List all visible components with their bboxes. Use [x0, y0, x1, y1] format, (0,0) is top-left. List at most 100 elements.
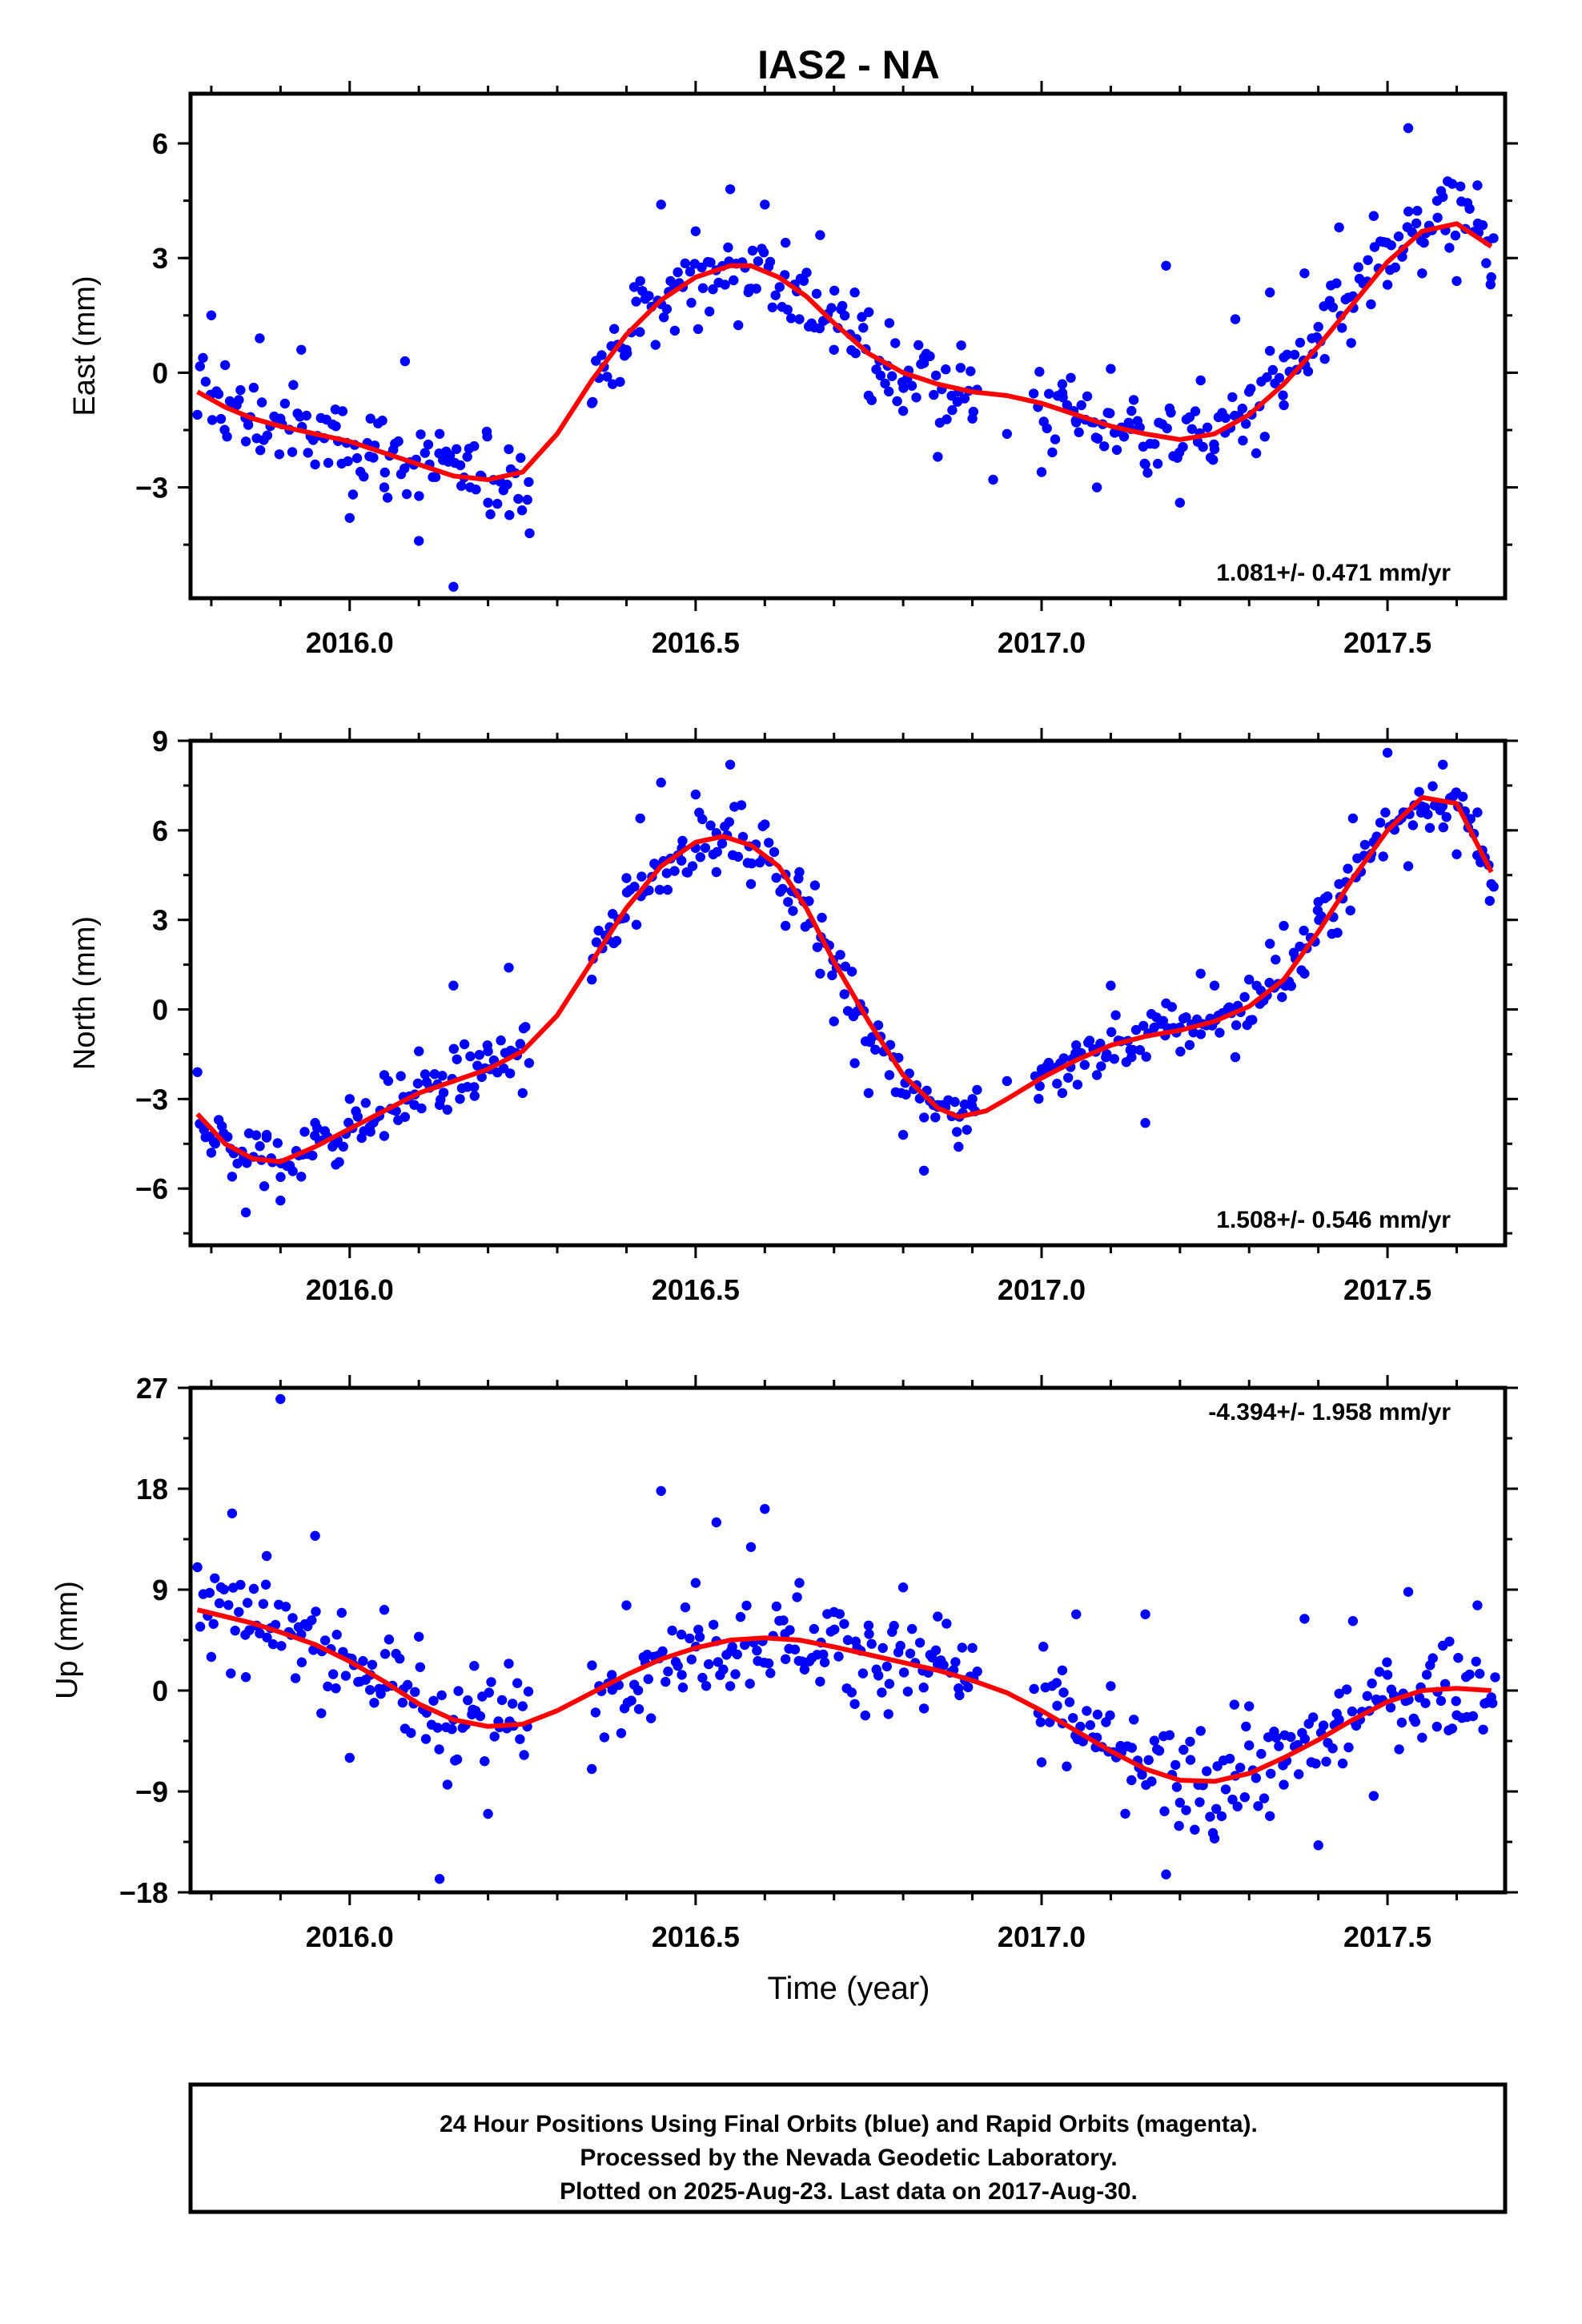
fit-line: [195, 794, 1494, 1164]
data-point: [1002, 428, 1013, 439]
data-point: [375, 1688, 386, 1699]
data-point: [1286, 981, 1297, 991]
data-point: [1036, 1757, 1047, 1767]
data-point: [1184, 1039, 1195, 1051]
data-point: [1353, 262, 1363, 272]
data-point: [1063, 1072, 1074, 1084]
data-point: [760, 199, 770, 210]
data-point: [621, 873, 632, 883]
data-point: [615, 376, 625, 388]
data-point: [414, 1046, 424, 1056]
data-point: [906, 380, 917, 391]
data-point: [452, 1754, 463, 1765]
data-point: [947, 404, 958, 416]
x-tick-label: 2016.0: [306, 1273, 394, 1306]
data-point: [1327, 1743, 1338, 1754]
data-point: [1209, 1833, 1220, 1844]
data-point: [429, 1069, 440, 1080]
data-point: [1028, 388, 1039, 399]
data-point: [1427, 781, 1438, 791]
data-point: [955, 363, 966, 373]
data-point: [887, 371, 897, 381]
data-point: [809, 1623, 819, 1634]
data-point: [255, 1141, 265, 1152]
data-point: [609, 324, 620, 334]
data-point: [463, 1695, 473, 1706]
data-point: [736, 800, 747, 810]
data-point: [1143, 1755, 1154, 1765]
data-point: [410, 1687, 420, 1697]
data-point: [1299, 1614, 1310, 1624]
data-point: [770, 290, 781, 300]
data-point: [1235, 1763, 1246, 1773]
data-point: [1424, 822, 1435, 834]
data-point: [483, 497, 493, 508]
data-point: [206, 310, 217, 320]
data-point: [1313, 897, 1323, 907]
data-point: [379, 1070, 390, 1080]
data-point: [328, 1669, 339, 1679]
data-point: [860, 1710, 871, 1721]
data-point: [1034, 1081, 1045, 1092]
data-point: [1244, 387, 1255, 397]
data-point: [1220, 1784, 1231, 1795]
data-point: [1120, 1808, 1130, 1819]
data-point: [680, 258, 690, 269]
data-point: [593, 925, 604, 936]
data-point: [1231, 1020, 1242, 1031]
plot-frame: [188, 91, 1508, 601]
data-point: [1237, 404, 1248, 414]
data-point: [626, 1695, 636, 1706]
data-point: [248, 1583, 259, 1594]
data-point: [1478, 1724, 1488, 1735]
data-point: [523, 1687, 534, 1697]
data-point: [1421, 1670, 1432, 1680]
data-point: [400, 356, 411, 367]
data-point: [1286, 1731, 1296, 1743]
data-point: [839, 1618, 849, 1630]
data-point: [798, 275, 809, 286]
data-point: [462, 452, 472, 462]
data-point: [379, 482, 390, 493]
data-point: [1190, 1824, 1200, 1835]
data-point: [1321, 1756, 1331, 1767]
data-point: [331, 421, 341, 432]
y-tick-label: 3: [152, 242, 168, 275]
data-point: [1202, 422, 1213, 432]
data-point: [459, 1039, 470, 1050]
data-point: [486, 1677, 496, 1687]
data-point: [1423, 809, 1433, 820]
data-point: [786, 313, 797, 324]
data-point: [377, 416, 387, 426]
data-point: [1374, 1667, 1385, 1677]
point-cloud: [195, 1573, 1500, 1839]
data-point: [1161, 998, 1171, 1009]
data-point: [635, 813, 645, 824]
data-point: [1002, 1076, 1013, 1087]
data-point: [1444, 243, 1455, 253]
data-point: [752, 1645, 762, 1656]
data-point: [700, 842, 711, 854]
data-point: [833, 1651, 844, 1662]
data-point: [288, 380, 299, 390]
data-point: [765, 1668, 776, 1679]
data-point: [1109, 1054, 1120, 1064]
y-tick-label: 0: [152, 994, 168, 1027]
data-point: [1211, 1803, 1222, 1814]
data-point: [829, 1016, 839, 1027]
data-point: [1170, 1759, 1181, 1771]
data-point: [279, 398, 291, 409]
data-point: [1050, 434, 1061, 444]
data-point: [1438, 191, 1448, 203]
data-point: [608, 379, 618, 389]
data-point: [685, 1633, 695, 1644]
data-point: [1174, 1797, 1186, 1808]
data-point: [727, 1642, 737, 1652]
data-point: [1472, 807, 1483, 818]
data-point: [343, 456, 353, 467]
plot-area: [192, 123, 1499, 592]
data-point: [347, 489, 359, 500]
data-point: [310, 1530, 320, 1542]
data-point: [432, 1723, 443, 1733]
data-point: [455, 460, 466, 471]
